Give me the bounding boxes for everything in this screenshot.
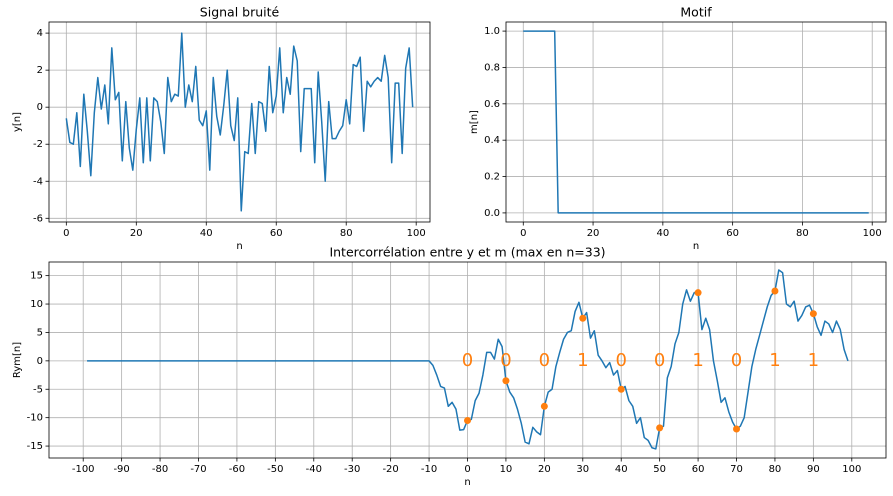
y-axis-label: y[n] (12, 112, 23, 132)
marker (656, 424, 664, 432)
y-tick-label: 0.2 (484, 172, 500, 183)
x-tick-label: -10 (421, 464, 437, 475)
axes-frame (48, 21, 431, 223)
x-tick-label: -30 (344, 464, 360, 475)
y-tick-label: -15 (27, 441, 43, 452)
annotation: 1 (692, 350, 703, 371)
x-tick-label: -90 (113, 464, 129, 475)
x-tick-label: 60 (270, 228, 283, 239)
marker (733, 425, 741, 433)
axes-frame (505, 21, 887, 223)
x-tick-label: 40 (200, 228, 213, 239)
axes-frame (48, 261, 887, 459)
marker (502, 377, 510, 385)
x-tick-label: 40 (615, 464, 628, 475)
x-tick-label: -40 (306, 464, 322, 475)
x-tick-label: -80 (152, 464, 168, 475)
y-tick-label: 4 (37, 28, 43, 39)
marker (771, 287, 779, 295)
x-tick-label: 20 (130, 228, 143, 239)
chart-title: Intercorrélation entre y et m (max en n=… (329, 245, 605, 260)
y-tick-label: -4 (33, 176, 43, 187)
x-tick-label: 10 (500, 464, 513, 475)
y-tick-label: -10 (27, 413, 43, 424)
x-tick-label: 100 (842, 464, 861, 475)
marker (617, 385, 625, 393)
x-tick-label: 60 (692, 464, 705, 475)
annotation: 0 (615, 350, 626, 371)
marker (809, 310, 817, 318)
x-tick-label: 40 (656, 228, 669, 239)
y-tick-label: -6 (33, 213, 43, 224)
y-tick-label: 1.0 (484, 26, 500, 37)
y-tick-label: 0.6 (484, 99, 500, 110)
x-tick-label: 80 (769, 464, 782, 475)
x-tick-label: 0 (464, 464, 470, 475)
x-tick-label: 90 (807, 464, 820, 475)
chart-title: Signal bruité (200, 5, 280, 20)
y-tick-label: 2 (37, 65, 43, 76)
chart-title: Motif (680, 5, 712, 20)
x-axis-label: n (464, 477, 470, 488)
x-tick-label: -60 (229, 464, 245, 475)
y-tick-label: 5 (37, 327, 43, 338)
x-tick-label: 0 (63, 228, 69, 239)
axes: -100 -90 -80 -70 -60 -50 -40 -30 -20 -10 0 10 20 30 40… (27, 261, 887, 475)
annotation: 1 (769, 350, 780, 371)
x-tick-label: -70 (190, 464, 206, 475)
y-axis-label: Rym[n] (12, 342, 23, 378)
x-tick-label: 0 (520, 228, 526, 239)
x-axis-label: n (236, 241, 242, 252)
y-tick-label: 0 (37, 102, 43, 113)
marker (694, 289, 702, 297)
x-tick-label: 100 (863, 228, 882, 239)
y-tick-label: 0 (37, 356, 43, 367)
x-axis-label: n (693, 241, 699, 252)
x-tick-label: 80 (340, 228, 353, 239)
y-tick-label: 0.8 (484, 62, 500, 73)
line (523, 30, 869, 214)
x-tick-label: -100 (72, 464, 95, 475)
annotation: 0 (462, 350, 473, 371)
y-tick-label: -5 (33, 384, 43, 395)
y-axis-label: m[n] (469, 110, 480, 134)
x-tick-label: -50 (267, 464, 283, 475)
x-tick-label: 70 (730, 464, 743, 475)
marker (579, 314, 587, 322)
annotation: 0 (654, 350, 665, 371)
annotation: 0 (539, 350, 550, 371)
x-tick-label: 60 (726, 228, 739, 239)
annotation: 0 (500, 350, 511, 371)
y-tick-label: 0.4 (484, 135, 500, 146)
x-tick-label: 100 (407, 228, 426, 239)
x-tick-label: 20 (587, 228, 600, 239)
y-tick-label: 15 (30, 271, 43, 282)
line (65, 32, 414, 212)
annotation: 1 (808, 350, 819, 371)
axes: 0 20 40 60 80 100 0.0 0.2 0.4 0.6 0.8 1.0 (484, 21, 887, 239)
y-tick-label: 0.0 (484, 208, 500, 219)
y-tick-label: 10 (30, 299, 43, 310)
x-tick-label: 30 (576, 464, 589, 475)
annotation: 1 (577, 350, 588, 371)
x-tick-label: 50 (653, 464, 666, 475)
marker (540, 402, 548, 410)
annotation: 0 (731, 350, 742, 371)
y-tick-label: -2 (33, 139, 43, 150)
x-tick-label: 80 (796, 228, 809, 239)
x-tick-label: 20 (538, 464, 551, 475)
x-tick-label: -20 (382, 464, 398, 475)
marker (464, 417, 471, 425)
